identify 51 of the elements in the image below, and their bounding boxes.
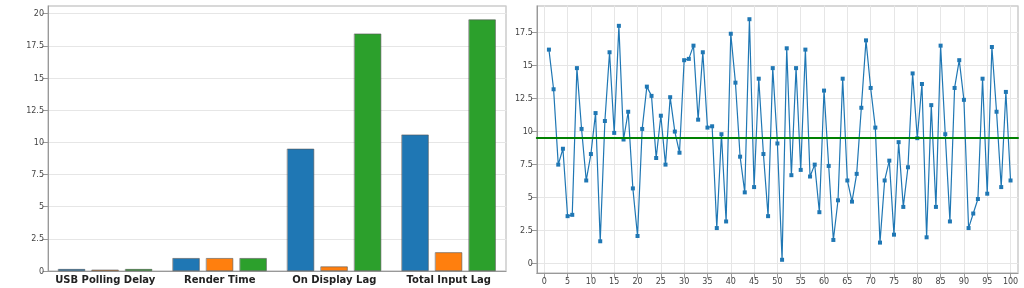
y-tick-label: 10 <box>33 137 44 147</box>
y-tick-label: 7.5 <box>520 160 533 170</box>
bar <box>401 134 429 271</box>
y-tick-label: 20 <box>33 9 44 19</box>
x-tick-label: 90 <box>958 276 970 286</box>
x-tick-label: 5 <box>565 276 571 286</box>
y-tick-label: 0 <box>527 259 533 269</box>
bar <box>239 258 267 271</box>
x-tick-label: 80 <box>912 276 923 286</box>
y-tick-label: 2.5 <box>520 226 533 236</box>
y-tick-label: 10 <box>522 127 533 137</box>
x-tick-label: 85 <box>935 276 946 286</box>
bar <box>354 33 382 271</box>
bar <box>287 148 315 271</box>
x-tick-label: 25 <box>655 276 666 286</box>
x-tick-label: 10 <box>585 276 596 286</box>
x-tick-label: 0 <box>541 276 547 286</box>
x-tick-label: 65 <box>842 276 853 286</box>
x-tick-label: 35 <box>702 276 713 286</box>
x-tick-label: Render Time <box>184 273 256 285</box>
x-tick-label: 40 <box>725 276 736 286</box>
y-tick-label: 15 <box>522 60 533 70</box>
y-tick-label: 17.5 <box>26 41 44 51</box>
y-tick-label: 2.5 <box>31 234 44 244</box>
bar <box>468 19 496 271</box>
y-tick-label: 5 <box>527 193 533 203</box>
x-tick-label: USB Polling Delay <box>55 273 156 285</box>
y-tick-label: 15 <box>33 73 44 83</box>
x-tick-label: 45 <box>749 276 760 286</box>
x-tick-label: 55 <box>795 276 806 286</box>
y-tick-label: 17.5 <box>515 27 533 37</box>
x-tick-label: 75 <box>888 276 900 286</box>
y-tick-label: 7.5 <box>31 170 44 180</box>
x-tick-label: 100 <box>1002 276 1019 286</box>
x-tick-label: 15 <box>609 276 620 286</box>
x-tick-label: 30 <box>679 276 690 286</box>
x-tick-label: 20 <box>632 276 643 286</box>
x-tick-label: Total Input Lag <box>406 273 491 285</box>
bar <box>435 252 463 271</box>
x-tick-label: 50 <box>772 276 783 286</box>
y-tick-label: 12.5 <box>515 94 533 104</box>
x-tick-label: 95 <box>982 276 993 286</box>
x-tick-label: 70 <box>865 276 876 286</box>
y-tick-label: 0 <box>38 266 44 276</box>
bar <box>172 258 200 271</box>
x-tick-label: 60 <box>818 276 830 286</box>
bar <box>320 266 348 271</box>
x-tick-label: On Display Lag <box>292 273 377 285</box>
bar <box>206 258 234 271</box>
y-tick-label: 5 <box>38 202 44 212</box>
y-tick-label: 12.5 <box>26 105 44 115</box>
